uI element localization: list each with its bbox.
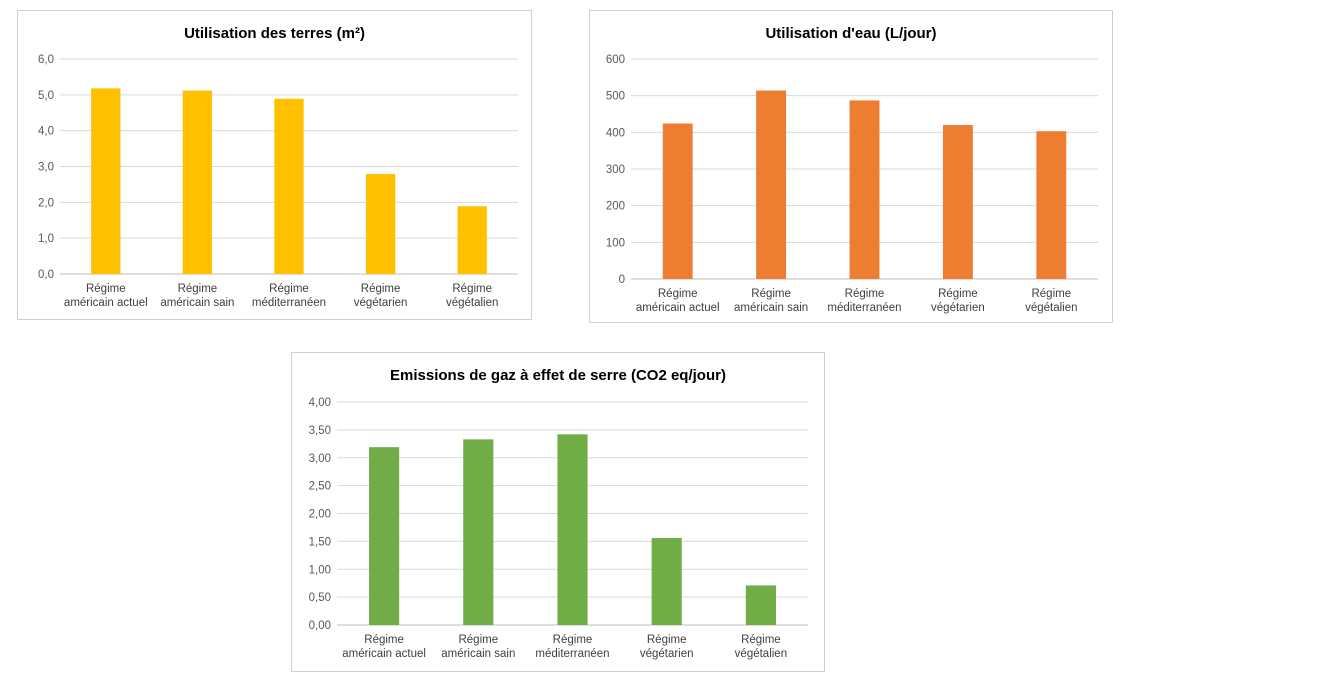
category-label-line: Régime xyxy=(178,283,218,295)
y-tick-label: 2,0 xyxy=(38,197,54,209)
chart-svg-ghg-emissions: Emissions de gaz à effet de serre (CO2 e… xyxy=(309,367,808,660)
category-label-line: Régime xyxy=(938,288,978,300)
category-label: Régime méditerranéen xyxy=(535,634,609,660)
category-label-line: Régime xyxy=(751,288,791,300)
y-tick-label: 0 xyxy=(619,274,625,286)
category-label-line: Régime xyxy=(452,283,492,295)
category-label: Régime végétalien xyxy=(1025,288,1077,314)
category-label-line: américain sain xyxy=(441,648,515,660)
y-tick-label: 3,50 xyxy=(309,425,331,437)
y-tick-label: 0,50 xyxy=(309,592,331,604)
bar xyxy=(463,439,494,625)
chart-panel-land-use: Utilisation des terres (m²) 0,0 1,0 2,0 3,0 4… xyxy=(17,10,532,320)
y-tick-label: 2,00 xyxy=(309,509,331,521)
y-tick-label: 600 xyxy=(606,54,625,66)
category-label-line: Régime xyxy=(658,288,698,300)
bar xyxy=(849,100,880,279)
y-tick-label: 200 xyxy=(606,201,625,213)
category-label-line: méditerranéen xyxy=(827,302,901,314)
category-label: Régime américain actuel xyxy=(64,283,148,309)
category-label-line: végétarien xyxy=(640,648,694,660)
bar xyxy=(365,174,396,274)
category-label-line: Régime xyxy=(647,634,687,646)
y-tick-label: 2,50 xyxy=(309,481,331,493)
category-label: Régime méditerranéen xyxy=(252,283,326,309)
category-label-line: américain actuel xyxy=(342,648,426,660)
category-label-line: méditerranéen xyxy=(252,297,326,309)
category-label-line: américain sain xyxy=(160,297,234,309)
bar xyxy=(756,90,787,280)
category-label-line: végétarien xyxy=(931,302,985,314)
y-tick-label: 5,0 xyxy=(38,90,54,102)
chart-panel-ghg-emissions: Emissions de gaz à effet de serre (CO2 e… xyxy=(291,352,825,672)
y-tick-label: 500 xyxy=(606,91,625,103)
y-tick-label: 4,0 xyxy=(38,126,54,138)
category-label-line: américain actuel xyxy=(64,297,148,309)
bar xyxy=(745,585,776,625)
bar xyxy=(274,98,304,275)
y-tick-label: 1,0 xyxy=(38,233,54,245)
y-tick-label: 300 xyxy=(606,164,625,176)
y-tick-label: 400 xyxy=(606,127,625,139)
category-label-line: Régime xyxy=(741,634,781,646)
y-tick-label: 1,00 xyxy=(309,564,331,576)
chart-title: Utilisation d'eau (L/jour) xyxy=(765,25,936,42)
y-tick-label: 4,00 xyxy=(309,397,331,409)
category-label: Régime américain sain xyxy=(160,283,234,309)
category-label-line: Régime xyxy=(1031,288,1071,300)
bar xyxy=(369,447,400,625)
category-label-line: végétalien xyxy=(735,648,787,660)
category-label: Régime végétalien xyxy=(735,634,787,660)
bar xyxy=(182,90,213,275)
chart-svg-water-use: Utilisation d'eau (L/jour) 0 100 200 300 400 5… xyxy=(606,25,1098,314)
category-label-line: américain actuel xyxy=(636,302,720,314)
y-tick-label: 0,0 xyxy=(38,269,54,281)
category-label: Régime américain sain xyxy=(734,288,808,314)
category-label: Régime végétarien xyxy=(640,634,694,660)
bar xyxy=(1036,131,1067,279)
chart-title: Utilisation des terres (m²) xyxy=(184,25,365,42)
category-label: Régime végétarien xyxy=(354,283,408,309)
category-label-line: Régime xyxy=(361,283,401,295)
bar xyxy=(651,538,682,625)
category-label-line: végétarien xyxy=(354,297,408,309)
category-label-line: Régime xyxy=(845,288,885,300)
y-tick-label: 3,00 xyxy=(309,453,331,465)
category-label-line: Régime xyxy=(269,283,309,295)
category-label-line: végétalien xyxy=(446,297,498,309)
chart-panel-water-use: Utilisation d'eau (L/jour) 0 100 200 300 400 5… xyxy=(589,10,1113,323)
y-tick-label: 6,0 xyxy=(38,54,54,66)
bar xyxy=(942,125,973,279)
category-label-line: Régime xyxy=(458,634,498,646)
category-label-line: Régime xyxy=(86,283,126,295)
category-label: Régime végétarien xyxy=(931,288,985,314)
bar xyxy=(662,123,693,280)
category-label-line: Régime xyxy=(553,634,593,646)
category-label: Régime végétalien xyxy=(446,283,498,309)
chart-svg-land-use: Utilisation des terres (m²) 0,0 1,0 2,0 3,0 4… xyxy=(38,25,518,309)
bar xyxy=(91,88,121,274)
category-label: Régime américain sain xyxy=(441,634,515,660)
category-label-line: américain sain xyxy=(734,302,808,314)
category-label: Régime américain actuel xyxy=(342,634,426,660)
category-label-line: méditerranéen xyxy=(535,648,609,660)
category-label: Régime américain actuel xyxy=(636,288,720,314)
category-label-line: végétalien xyxy=(1025,302,1077,314)
y-tick-label: 1,50 xyxy=(309,536,331,548)
y-tick-label: 3,0 xyxy=(38,162,54,174)
chart-title: Emissions de gaz à effet de serre (CO2 e… xyxy=(390,367,726,384)
y-tick-label: 100 xyxy=(606,237,625,249)
bar xyxy=(557,434,588,625)
y-tick-label: 0,00 xyxy=(309,620,331,632)
category-label: Régime méditerranéen xyxy=(827,288,901,314)
category-label-line: Régime xyxy=(364,634,404,646)
bar xyxy=(457,206,487,274)
